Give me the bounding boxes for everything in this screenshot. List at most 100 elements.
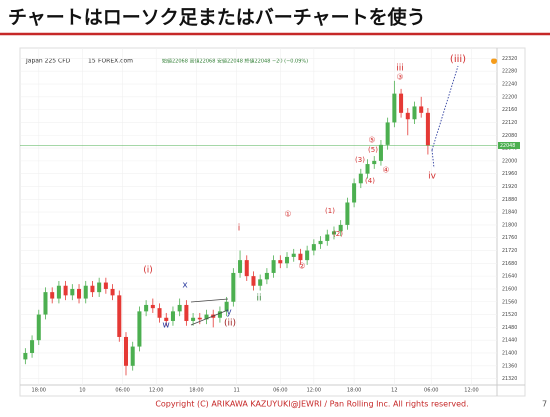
candle-body	[331, 231, 336, 235]
wave-label: ii	[256, 294, 261, 304]
y-tick-label: 21600	[502, 286, 517, 292]
candle-body	[291, 253, 296, 257]
ohlc-readout: 始値22068 高値22068 安値22048 終値22048 −20 (−0.…	[162, 58, 308, 65]
wave-label: y	[226, 308, 232, 318]
y-tick-label: 22200	[502, 94, 517, 100]
candle-body	[184, 304, 189, 321]
candle-body	[405, 112, 410, 120]
y-tick-label: 21440	[502, 338, 517, 344]
candle-body	[399, 93, 404, 113]
candle-body	[305, 250, 310, 261]
wave-label: ④	[382, 166, 389, 175]
candle-body	[258, 279, 263, 286]
footer: Copyright (C) ARIKAWA KAZUYUKI@JEWRI / P…	[155, 400, 468, 409]
projection-line	[431, 149, 435, 169]
candle-body	[372, 160, 377, 165]
candle-body	[318, 240, 323, 245]
annotations: (i)wxy(ii)iii①②(1)(2)(3)(4)⑤(5)④③iiiiv(i…	[143, 54, 466, 331]
y-tick-label: 22320	[502, 56, 517, 62]
candle-body	[70, 288, 75, 296]
candle-body	[244, 260, 249, 277]
candle-body	[97, 282, 102, 293]
y-tick-label: 21840	[502, 210, 517, 216]
candle-body	[271, 260, 276, 273]
y-tick-label: 22280	[502, 69, 517, 75]
channel-line	[190, 309, 229, 326]
candle-body	[338, 224, 343, 232]
candle-body	[43, 292, 48, 315]
candle-body	[358, 173, 363, 184]
y-tick-label: 21480	[502, 325, 517, 331]
candle-body	[204, 314, 209, 320]
x-tick-label: 12:00	[464, 388, 478, 394]
y-tick-label: 21560	[502, 299, 517, 305]
candle-body	[56, 285, 61, 299]
y-tick-label: 22120	[502, 120, 517, 126]
y-tick-label: 22240	[502, 82, 517, 88]
wave-label: x	[182, 281, 188, 291]
wave-label: (1)	[325, 207, 335, 215]
y-tick-label: 21360	[502, 363, 517, 369]
projection-line	[431, 65, 459, 151]
y-tick-label: 21720	[502, 248, 517, 254]
wave-label: iv	[428, 172, 437, 182]
y-tick-label: 22160	[502, 107, 517, 113]
candle-body	[110, 288, 115, 296]
candle-body	[197, 317, 202, 320]
y-tick-label: 21920	[502, 184, 517, 190]
y-tick-label: 21320	[502, 376, 517, 382]
candle-body	[365, 164, 370, 174]
candle-body	[130, 346, 135, 366]
interval: 15	[88, 58, 96, 65]
x-tick-label: 10	[79, 388, 85, 394]
candle-body	[36, 314, 41, 341]
candle-body	[191, 317, 196, 321]
wave-label: (4)	[365, 177, 375, 185]
candle-body	[83, 285, 88, 299]
slide-title: チャートはローソク足またはバーチャートを使う	[8, 7, 426, 29]
candle-body	[177, 304, 182, 312]
wave-label: ③	[396, 73, 403, 82]
candle-body	[224, 301, 229, 312]
channel-line	[190, 298, 229, 303]
candle-body	[90, 285, 95, 293]
candle-body	[150, 304, 155, 309]
wave-label: ⑤	[368, 136, 375, 145]
candle-body	[103, 282, 108, 289]
y-tick-label: 21640	[502, 274, 517, 280]
x-tick-label: 18:00	[189, 388, 203, 394]
candle-body	[264, 272, 269, 280]
candle-body	[30, 340, 35, 353]
y-tick-label: 21960	[502, 171, 517, 177]
wave-label: (iii)	[450, 54, 466, 65]
candle-body	[157, 308, 162, 318]
candle-body	[238, 260, 243, 273]
candle-body	[385, 122, 390, 145]
candle-body	[50, 292, 55, 299]
candle-body	[325, 234, 330, 241]
candle-body	[117, 295, 122, 337]
y-tick-label: 21800	[502, 222, 517, 228]
candle-body	[392, 93, 397, 123]
symbol: Japan 225 CFD	[25, 58, 71, 65]
x-tick-label: 18:00	[32, 388, 46, 394]
status-dot	[491, 58, 497, 64]
x-tick-label: 12	[391, 388, 397, 394]
candle-body	[419, 106, 424, 113]
wave-label: (5)	[368, 146, 378, 154]
x-tick-label: 12:00	[149, 388, 163, 394]
y-tick-label: 22000	[502, 158, 517, 164]
wave-label: ①	[284, 210, 291, 219]
candle-body	[144, 304, 149, 312]
candle-body	[164, 317, 169, 321]
wave-label: iii	[396, 64, 404, 74]
candle-body	[378, 144, 383, 161]
wave-label: (ii)	[224, 319, 236, 329]
grid: 2232022280222402220022160221202208022040…	[20, 48, 517, 394]
candle-body	[285, 256, 290, 264]
y-tick-label: 21520	[502, 312, 517, 318]
candle-body	[137, 311, 142, 347]
candle-body	[425, 112, 430, 146]
y-tick-label: 22080	[502, 133, 517, 139]
